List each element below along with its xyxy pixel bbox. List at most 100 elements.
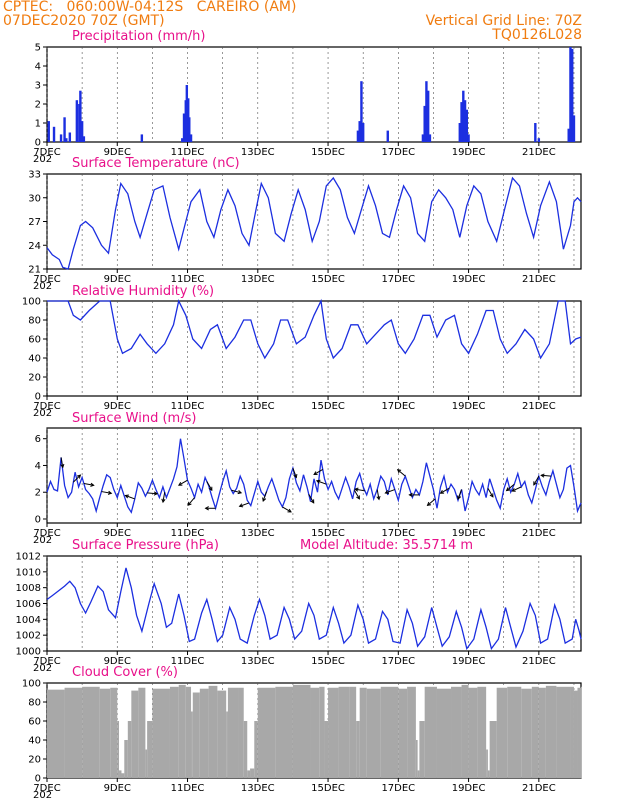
cloud-ytick-label: 80 (28, 698, 41, 709)
temp-xtick-label: 17DEC (381, 274, 415, 285)
cloud-bar (64, 687, 83, 778)
pres-xtick-label: 9DEC (104, 656, 131, 667)
wind-frame (46, 427, 582, 524)
cloud-bar (328, 687, 339, 778)
pres-xtick-label: 13DEC (241, 656, 275, 667)
precip-bar (463, 100, 467, 142)
precip-bar (423, 105, 426, 142)
header-grid-line-note: Vertical Grid Line: 70Z (425, 13, 582, 29)
temp-frame (46, 173, 582, 270)
pres-ytick-label: 1010 (16, 567, 41, 578)
precip-xtick-label: 15DEC (311, 147, 345, 158)
wind-arrow-head (178, 481, 183, 486)
cloud-bar (324, 721, 329, 778)
pres-line (46, 567, 582, 651)
wind-xtick-label: 9DEC (104, 528, 131, 539)
precip-bar (75, 100, 79, 142)
cloud-ytick-label: 100 (22, 679, 41, 690)
cloud-bar (117, 721, 120, 778)
precip-bar (47, 121, 50, 142)
wind-ytick-label: 6 (35, 434, 41, 445)
cloud-bar (489, 721, 497, 778)
precip-ytick-label: 5 (35, 43, 41, 54)
cloud-bar (338, 686, 350, 778)
precip-bar (428, 134, 432, 142)
precip-bar (426, 90, 430, 142)
wind-arrow-head (60, 463, 65, 469)
wind-arrow-shaft (385, 489, 395, 494)
cloud-bar (398, 688, 408, 778)
wind-arrow-shaft (282, 506, 292, 513)
precip-bar (467, 134, 470, 142)
pres-xtick-label: 7DEC (33, 656, 60, 667)
precip-bar (59, 134, 63, 142)
precip-xtick-label: 11DEC (171, 147, 205, 158)
header-station-line: CPTEC: 060:00W-04:12S CAREIRO (AM) (3, 0, 297, 15)
wind-arrow-shaft (231, 489, 242, 494)
rh-ytick-label: 60 (28, 335, 41, 346)
wind-arrow-head (408, 492, 413, 498)
rh-ytick-label: 40 (28, 354, 41, 365)
precip-bar (182, 113, 186, 142)
cloud-bar (192, 692, 200, 778)
cloud-bar (254, 721, 258, 778)
cloud-bar (581, 686, 582, 778)
pres-ytick-label: 1012 (16, 552, 41, 563)
wind-ytick-label: 2 (35, 488, 41, 499)
wind-arrow-head (204, 506, 209, 511)
wind-arrow-shaft (178, 479, 188, 486)
precip-year-fragment: 202 (33, 154, 52, 165)
cloud-bar (577, 687, 581, 778)
pres-ytick-label: 1002 (16, 631, 41, 642)
precip-bar (460, 102, 463, 142)
cloud-bar (131, 690, 139, 778)
wind-arrow-head (153, 491, 159, 496)
cloud-bar (147, 721, 153, 778)
cloud-bar (292, 684, 311, 778)
wind-arrow-head (505, 487, 511, 492)
wind-arrow-shaft (316, 480, 327, 485)
rh-line (47, 298, 582, 360)
precip-bar (571, 48, 574, 142)
cloud-bar (415, 740, 418, 778)
temp-xtick-label: 7DEC (33, 274, 60, 285)
cloud-bar (275, 686, 293, 778)
wind-arrow-shaft (512, 486, 522, 492)
rh-ytick-label: 100 (22, 297, 41, 308)
temp-year-fragment: 202 (33, 281, 52, 292)
precip-bar (425, 81, 428, 142)
rh-ytick-label: 0 (35, 392, 41, 403)
wind-arrow-head (457, 495, 462, 500)
wind-arrow-shaft (355, 488, 366, 492)
rh-xtick-label: 7DEC (33, 401, 60, 412)
precip-bar (572, 115, 576, 142)
wind-arrow-shaft (308, 493, 315, 504)
cloud-bar (227, 687, 239, 778)
precip-ytick-label: 0 (35, 138, 41, 149)
cloud-bar (468, 687, 478, 778)
precip-title: Precipitation (mm/h) (72, 29, 206, 44)
wind-arrow-shaft (60, 457, 64, 468)
wind-arrow-head (293, 474, 298, 479)
wind-arrow-head (384, 489, 389, 494)
rh-year-fragment: 202 (33, 408, 52, 419)
pres-ytick-label: 1008 (16, 583, 41, 594)
rh-xtick-label: 19DEC (452, 401, 486, 412)
precip-bar (65, 138, 68, 142)
cloud-bar (417, 770, 420, 778)
cloud-xtick-label: 7DEC (33, 783, 60, 794)
wind-arrow-head (90, 482, 95, 487)
wind-arrow-head (237, 490, 243, 495)
wind-arrow-shaft (187, 497, 195, 506)
pres-title: Surface Pressure (hPa) (72, 538, 219, 553)
cloud-ytick-label: 60 (28, 717, 41, 728)
wind-arrow-shaft (101, 491, 112, 494)
precip-bar (567, 128, 570, 142)
wind-arrow-shaft (313, 469, 324, 475)
wind-year-fragment: 202 (33, 535, 52, 546)
cloud-bar (310, 687, 320, 778)
pres-xtick-label: 19DEC (452, 656, 486, 667)
wind-arrow-shaft (427, 498, 436, 506)
pres-xtick-label: 11DEC (171, 656, 205, 667)
